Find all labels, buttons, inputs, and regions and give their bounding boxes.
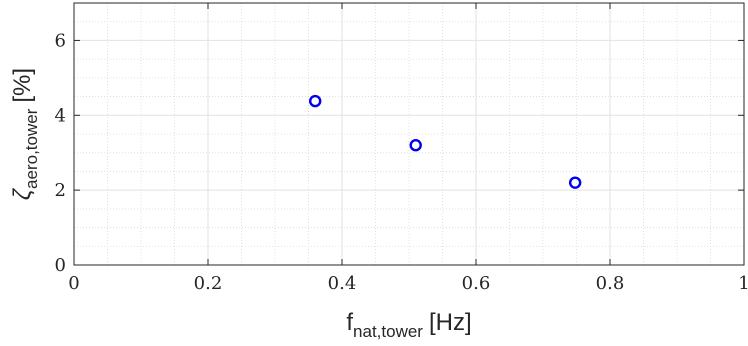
x-tick-label: 0.8 — [596, 273, 625, 294]
x-tick-labels: 0 0.2 0.4 0.6 0.8 1 — [68, 273, 748, 294]
minor-grid — [74, 3, 744, 265]
y-axis-label-symbol: ζ — [9, 187, 36, 200]
y-tick-label: 2 — [55, 180, 66, 201]
axis-ticks — [73, 3, 745, 266]
x-axis-label-unit: [Hz] — [429, 309, 472, 336]
x-tick-label: 0.2 — [194, 273, 223, 294]
y-axis-label: ζaero,tower [%] — [9, 68, 41, 200]
data-point — [568, 176, 582, 189]
data-point — [309, 94, 322, 108]
plot-frame — [73, 2, 745, 266]
x-axis-label-subscript: nat,tower — [353, 322, 423, 341]
x-tick-label: 0.6 — [462, 273, 491, 294]
data-point — [409, 139, 422, 152]
y-tick-labels: 0 2 4 6 — [55, 30, 66, 276]
x-axis-label-symbol: f — [346, 309, 353, 336]
y-tick-label: 6 — [55, 30, 66, 51]
x-tick-label: 0 — [68, 273, 79, 294]
x-axis-label: fnat,tower [Hz] — [346, 309, 471, 341]
x-tick-label: 1 — [738, 273, 748, 294]
major-grid — [74, 3, 744, 265]
data-points — [309, 94, 582, 189]
y-tick-label: 0 — [55, 255, 66, 276]
y-tick-label: 4 — [55, 105, 66, 126]
x-tick-label: 0.4 — [328, 273, 357, 294]
y-axis-label-subscript: aero,tower — [22, 108, 41, 189]
y-axis-label-unit: [%] — [9, 68, 36, 103]
